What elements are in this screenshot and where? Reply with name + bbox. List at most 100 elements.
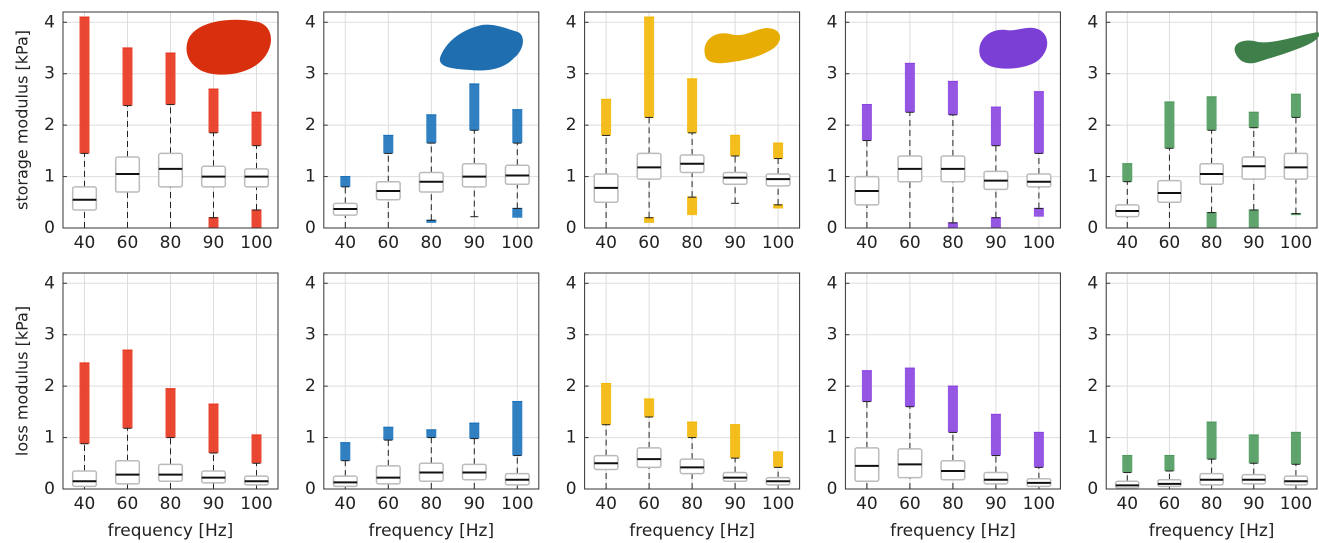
box <box>157 152 184 188</box>
x-tick-label: 60 <box>899 233 921 253</box>
outliers <box>773 451 784 468</box>
x-tick-label: 60 <box>377 233 399 253</box>
outliers <box>1290 432 1301 465</box>
y-tick-label: 4 <box>827 12 838 32</box>
outliers <box>79 363 90 444</box>
y-tick-label: 1 <box>44 428 55 448</box>
x-tick-label: 60 <box>1159 494 1181 514</box>
y-tick-label: 4 <box>566 273 577 293</box>
outliers <box>1248 435 1259 464</box>
outliers <box>122 48 133 106</box>
outliers <box>208 404 219 453</box>
x-tick-label: 100 <box>1280 494 1312 514</box>
y-tick-label: 3 <box>1087 64 1098 84</box>
outliers <box>947 386 958 433</box>
outliers <box>601 383 612 425</box>
x-tick-label: 90 <box>203 233 225 253</box>
x-tick-label: 60 <box>117 494 139 514</box>
organ-pancreas <box>1234 32 1319 64</box>
y-tick-label: 2 <box>44 115 55 135</box>
panel: 0 1 2 3 4 40 60 80 90 100 <box>305 11 540 253</box>
outliers <box>1290 94 1301 118</box>
x-tick-label: 40 <box>1116 494 1138 514</box>
outliers <box>730 424 741 459</box>
box <box>1241 156 1267 180</box>
x-tick-label: 90 <box>463 233 485 253</box>
x-tick-label: 80 <box>160 233 182 253</box>
axes-frame <box>844 11 1061 229</box>
y-tick-label: 2 <box>1087 376 1098 396</box>
outliers <box>904 63 915 113</box>
outliers <box>990 107 1001 146</box>
y-tick-label: 2 <box>44 376 55 396</box>
outliers <box>990 217 1001 228</box>
y-tick-label: 0 <box>305 479 316 499</box>
y-tick-label: 4 <box>44 273 55 293</box>
y-tick-label: 1 <box>566 167 577 187</box>
y-tick-label: 4 <box>1087 273 1098 293</box>
box <box>375 465 401 485</box>
y-tick-label: 2 <box>1087 115 1098 135</box>
outliers <box>730 135 741 156</box>
x-tick-label: 90 <box>463 494 485 514</box>
y-tick-label: 3 <box>305 325 316 345</box>
outliers <box>469 423 480 439</box>
y-tick-label: 1 <box>827 428 838 448</box>
outliers <box>512 401 523 456</box>
y-tick-label: 4 <box>566 12 577 32</box>
outliers <box>1290 213 1301 216</box>
outliers <box>1206 422 1217 460</box>
x-axis-label: frequency [Hz] <box>108 521 234 541</box>
x-tick-label: 80 <box>681 233 703 253</box>
outliers <box>1122 163 1133 182</box>
outliers <box>251 435 262 464</box>
x-axis-label: frequency [Hz] <box>368 521 494 541</box>
outliers <box>1033 432 1044 468</box>
x-tick-label: 60 <box>899 494 921 514</box>
outliers <box>861 104 872 141</box>
x-tick-label: 40 <box>856 494 878 514</box>
box <box>1283 152 1309 180</box>
y-tick-label: 4 <box>827 273 838 293</box>
organ-spleen <box>439 24 523 71</box>
outliers <box>990 414 1001 456</box>
outliers <box>773 143 784 159</box>
box <box>897 448 923 479</box>
y-tick-label: 3 <box>305 64 316 84</box>
x-tick-label: 100 <box>1023 233 1055 253</box>
outliers <box>1033 208 1044 217</box>
x-tick-label: 60 <box>638 233 660 253</box>
y-tick-label: 1 <box>1087 167 1098 187</box>
box <box>679 458 705 475</box>
outliers <box>1206 96 1217 131</box>
y-tick-label: 2 <box>305 115 316 135</box>
outliers <box>687 197 698 216</box>
x-axis-label: frequency [Hz] <box>629 521 755 541</box>
y-tick-label: 4 <box>1087 12 1098 32</box>
x-tick-label: 90 <box>724 494 746 514</box>
x-tick-label: 40 <box>74 494 96 514</box>
x-axis-label: frequency [Hz] <box>1149 521 1275 541</box>
x-tick-label: 100 <box>240 494 272 514</box>
x-tick-label: 100 <box>501 233 533 253</box>
outliers <box>383 427 394 441</box>
outliers <box>947 81 958 115</box>
outliers <box>1164 102 1175 149</box>
outliers <box>208 217 219 228</box>
outliers <box>165 53 176 105</box>
outliers <box>165 388 176 438</box>
x-tick-label: 80 <box>1201 494 1223 514</box>
outliers <box>79 17 90 154</box>
outliers <box>687 78 698 133</box>
y-tick-label: 1 <box>1087 428 1098 448</box>
box <box>983 471 1009 485</box>
x-tick-label: 80 <box>420 494 442 514</box>
x-tick-label: 90 <box>1243 494 1265 514</box>
y-tick-label: 0 <box>44 479 55 499</box>
outliers <box>426 220 437 223</box>
y-tick-label: 2 <box>827 115 838 135</box>
